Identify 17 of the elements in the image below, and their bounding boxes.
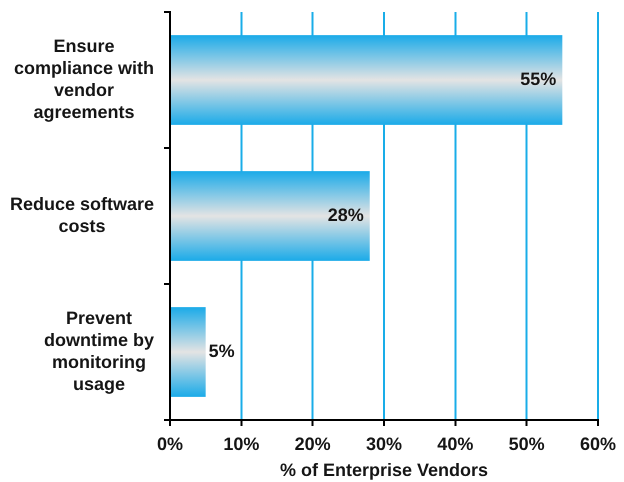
x-tick-label: 50% <box>508 434 545 454</box>
y-tick-label: Ensure compliance with vendor agreements <box>14 36 154 122</box>
data-label: 5% <box>208 340 235 361</box>
bar <box>171 307 206 397</box>
x-tick-label: 10% <box>223 434 260 454</box>
y-tick-label: Reduce software costs <box>10 194 154 236</box>
bar <box>171 171 370 261</box>
x-tick-label: 30% <box>366 434 402 454</box>
bar <box>171 35 562 125</box>
data-label: 28% <box>328 204 364 225</box>
x-tick-label: 60% <box>580 434 616 454</box>
x-tick-label: 20% <box>294 434 331 454</box>
x-tick-label: 0% <box>156 434 184 454</box>
y-tick-label: Prevent downtime by monitoring usage <box>44 308 154 394</box>
x-tick-label: 40% <box>437 434 474 454</box>
data-label: 55% <box>520 68 556 89</box>
x-axis-title: % of Enterprise Vendors <box>280 460 488 480</box>
